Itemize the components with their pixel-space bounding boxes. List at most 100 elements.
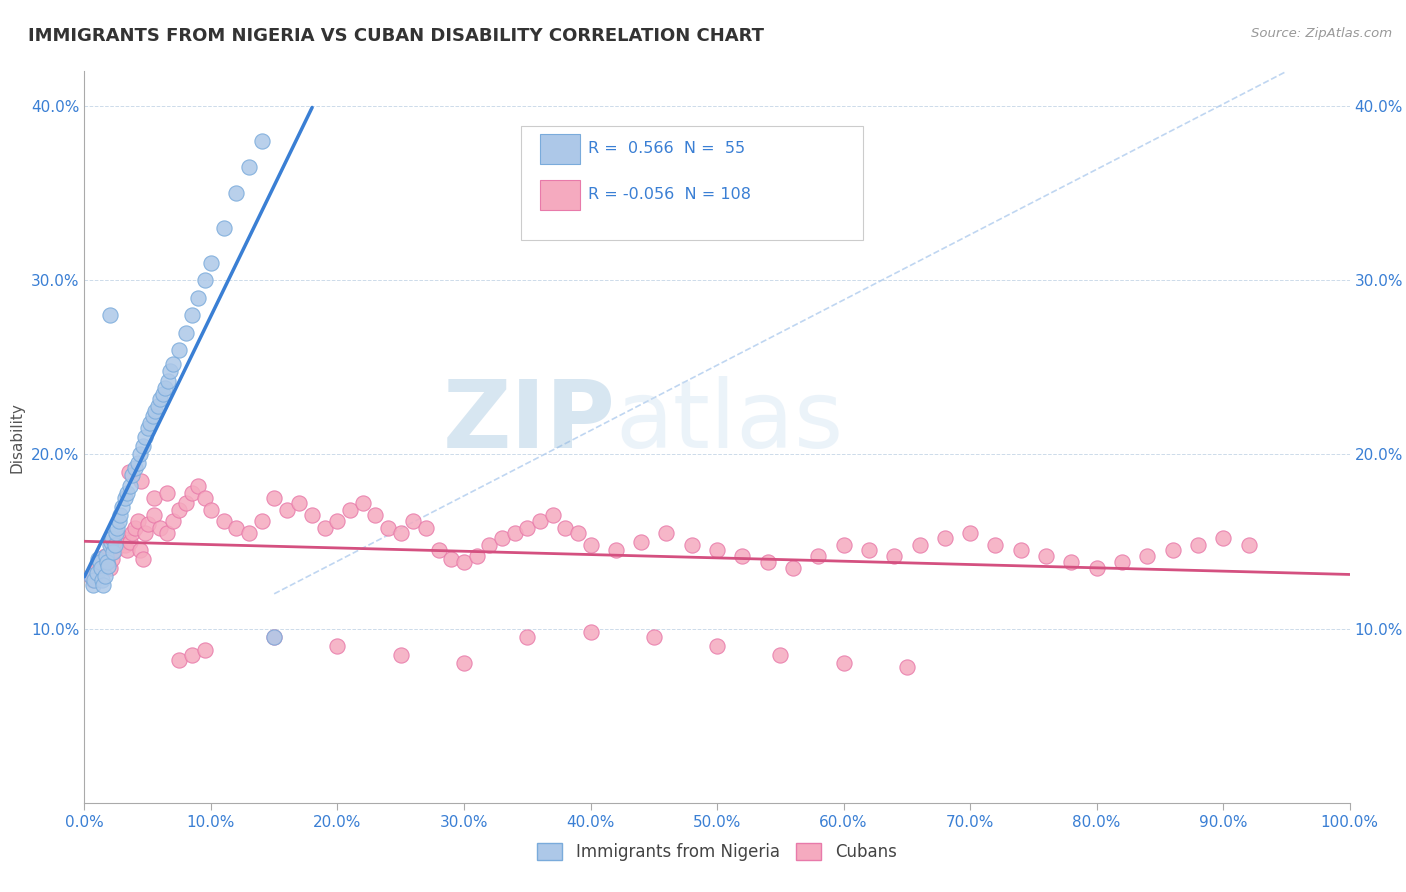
Point (134, 525, 156, 540)
Point (90, 560, 112, 574)
Point (105, 525, 127, 540)
Point (98, 538, 121, 552)
Text: IMMIGRANTS FROM NIGERIA VS CUBAN DISABILITY CORRELATION CHART: IMMIGRANTS FROM NIGERIA VS CUBAN DISABIL… (28, 27, 763, 45)
Point (832, 657, 855, 671)
Point (180, 648, 204, 662)
Point (326, 514, 349, 528)
Point (706, 543, 728, 558)
Point (97, 558, 120, 573)
Point (339, 503, 361, 517)
Point (129, 448, 152, 462)
Point (124, 521, 146, 535)
Point (117, 543, 139, 558)
Point (101, 531, 124, 545)
Point (127, 514, 149, 528)
Point (156, 375, 179, 389)
Point (250, 514, 273, 528)
Point (100, 534, 122, 549)
Text: ZIP: ZIP (443, 376, 616, 468)
Point (86, 566, 108, 580)
FancyBboxPatch shape (520, 126, 863, 240)
Point (769, 648, 792, 662)
Point (959, 525, 981, 540)
Point (143, 491, 166, 505)
Point (89, 556, 111, 570)
FancyBboxPatch shape (540, 134, 581, 164)
Point (174, 326, 197, 340)
Point (114, 491, 136, 505)
Point (529, 514, 551, 528)
Point (129, 543, 152, 558)
Point (131, 439, 153, 453)
Point (402, 514, 425, 528)
Text: Source: ZipAtlas.com: Source: ZipAtlas.com (1251, 27, 1392, 40)
Point (415, 521, 437, 535)
Point (104, 543, 127, 558)
Point (108, 508, 131, 523)
Point (1010, 543, 1032, 558)
Point (105, 521, 128, 535)
Point (389, 648, 412, 662)
Point (96, 556, 118, 570)
Y-axis label: Disability: Disability (8, 401, 24, 473)
Point (579, 538, 602, 552)
Point (1085, 560, 1108, 574)
Point (276, 503, 298, 517)
Point (93, 578, 115, 592)
Point (194, 273, 217, 287)
Point (567, 525, 589, 540)
Point (187, 479, 209, 493)
Point (377, 521, 399, 535)
Text: atlas: atlas (616, 376, 844, 468)
Point (1111, 556, 1133, 570)
Point (169, 653, 191, 667)
Point (143, 508, 166, 523)
Point (706, 639, 728, 653)
Point (194, 642, 217, 657)
Point (389, 525, 412, 540)
Point (94, 549, 117, 563)
Point (180, 485, 204, 500)
Point (152, 386, 174, 401)
Point (655, 525, 678, 540)
Point (169, 343, 191, 357)
Point (162, 514, 184, 528)
Point (111, 531, 134, 545)
Point (136, 517, 159, 532)
Point (79, 569, 103, 583)
Point (155, 485, 177, 500)
Point (225, 521, 247, 535)
Point (162, 357, 184, 371)
Point (212, 514, 235, 528)
Point (149, 521, 172, 535)
Point (101, 552, 124, 566)
Point (858, 543, 880, 558)
Point (1035, 549, 1057, 563)
Point (984, 538, 1007, 552)
Point (301, 508, 323, 523)
Point (91, 552, 114, 566)
Point (136, 421, 159, 435)
Point (681, 538, 703, 552)
Point (541, 508, 564, 523)
Point (118, 465, 141, 479)
Point (174, 496, 197, 510)
Point (93, 549, 115, 563)
Point (98, 560, 121, 574)
Point (79, 569, 103, 583)
Point (263, 631, 285, 645)
Point (427, 543, 450, 558)
Point (908, 538, 931, 552)
Point (554, 521, 576, 535)
Point (83, 573, 105, 587)
Point (194, 491, 217, 505)
Point (630, 534, 652, 549)
Point (1212, 531, 1234, 545)
Point (187, 291, 209, 305)
Point (155, 525, 177, 540)
Point (782, 560, 804, 574)
Point (579, 625, 602, 640)
Point (83, 566, 105, 580)
Point (503, 525, 526, 540)
Point (117, 485, 139, 500)
